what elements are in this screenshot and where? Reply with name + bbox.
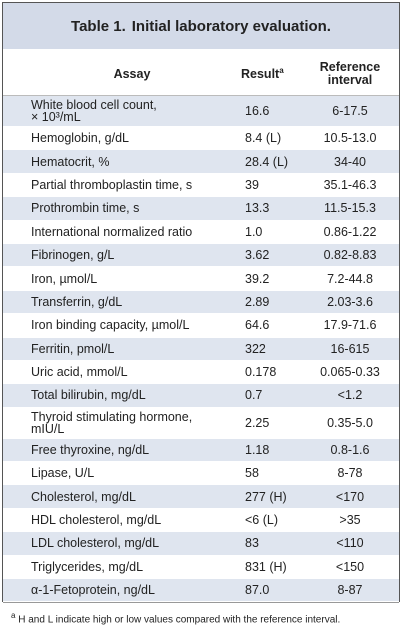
assay-cell: Cholesterol, mg/dL: [31, 489, 136, 504]
reference-cell: 0.35-5.0: [327, 415, 373, 430]
reference-cell: 0.8-1.6: [330, 442, 370, 457]
result-cell: 3.62: [245, 248, 270, 263]
table-row: α-1-Fetoprotein, ng/dL 87.0 8-87: [3, 579, 399, 603]
header-row: Assay Resulta Reference interval: [3, 53, 399, 96]
reference-cell: 17.9-71.6: [323, 318, 377, 333]
reference-cell: <1.2: [337, 388, 363, 403]
table-row: White blood cell count, × 10³/mL 16.6 6-17…: [3, 96, 399, 127]
result-cell: 0.7: [245, 388, 263, 403]
assay-cell: Iron binding capacity, µmol/L: [31, 318, 190, 333]
header-cell: Reference interval: [319, 60, 381, 87]
reference-cell: 8-87: [337, 583, 363, 598]
table-row: Prothrombin time, s 13.3 11.5-15.3: [3, 197, 399, 221]
assay-cell: Lipase, U/L: [31, 466, 95, 481]
header-cell: Assay: [113, 67, 151, 81]
table-row: Hematocrit, % 28.4 (L) 34-40: [3, 150, 399, 174]
result-cell: 1.18: [245, 442, 270, 457]
assay-cell: Triglycerides, mg/dL: [31, 559, 144, 574]
table-row: Uric acid, mmol/L 0.178 0.065-0.33: [3, 361, 399, 385]
table-row: HDL cholesterol, mg/dL <6 (L) >35: [3, 509, 399, 533]
reference-cell: 35.1-46.3: [323, 177, 377, 192]
assay-cell: Fibrinogen, g/L: [31, 248, 115, 263]
result-cell: 277 (H): [245, 489, 287, 504]
assay-cell: α-1-Fetoprotein, ng/dL: [31, 583, 155, 598]
table-row: Hemoglobin, g/dL 8.4 (L) 10.5-13.0: [3, 127, 399, 151]
header-text: Result: [241, 67, 280, 82]
reference-cell: 2.03-3.6: [327, 294, 373, 309]
title-text: Initial laboratory evaluation.: [131, 17, 331, 35]
table-row: Fibrinogen, g/L 3.62 0.82-8.83: [3, 243, 399, 268]
result-cell: <6 (L): [245, 513, 279, 528]
assay-cell: Thyroid stimulating hormone, mIU/L: [31, 409, 193, 436]
assay-cell: LDL cholesterol, mg/dL: [31, 536, 160, 551]
table-row: International normalized ratio 1.0 0.86-1.…: [3, 221, 399, 244]
assay-cell: HDL cholesterol, mg/dL: [31, 513, 162, 528]
assay-cell: Free thyroxine, ng/dL: [31, 442, 150, 457]
assay-cell: Total bilirubin, mg/dL: [31, 388, 146, 403]
assay-cell: Hemoglobin, g/dL: [31, 131, 129, 146]
reference-cell: 6-17.5: [332, 104, 368, 118]
footnote-marker: a: [11, 611, 16, 621]
result-cell: 83: [245, 536, 259, 551]
reference-cell: 8-78: [337, 466, 363, 481]
footnote-text: H and L indicate high or low values comp…: [18, 614, 341, 626]
result-cell: 13.3: [245, 201, 270, 216]
result-cell: 8.4 (L): [245, 131, 282, 146]
result-cell: 39: [245, 177, 259, 192]
assay-cell: Partial thromboplastin time, s: [31, 177, 193, 192]
reference-cell: 7.2-44.8: [327, 271, 373, 286]
table-row: Free thyroxine, ng/dL 1.18 0.8-1.6: [3, 438, 399, 463]
assay-cell: Transferrin, g/dL: [31, 294, 123, 309]
reference-cell: 0.86-1.22: [323, 224, 377, 239]
table-row: Total bilirubin, mg/dL 0.7 <1.2: [3, 384, 399, 408]
reference-cell: 34-40: [334, 154, 366, 169]
assay-cell: White blood cell count, × 10³/mL: [31, 98, 157, 124]
header-cell: Resulta: [221, 66, 301, 81]
result-cell: 39.2: [245, 271, 270, 286]
reference-cell: <150: [335, 559, 365, 574]
result-cell: 16.6: [245, 104, 270, 118]
table-title: Table 1. Initial laboratory evaluation.: [3, 3, 399, 53]
result-cell: 322: [245, 341, 266, 356]
result-cell: 0.178: [245, 365, 277, 380]
reference-cell: 16-615: [330, 341, 370, 356]
assay-cell: Uric acid, mmol/L: [31, 365, 128, 380]
result-cell: 831 (H): [245, 559, 287, 574]
table-row: Partial thromboplastin time, s 39 35.1-46.…: [3, 174, 399, 198]
reference-cell: 11.5-15.3: [324, 201, 376, 216]
table-row: Ferritin, pmol/L 322 16-615: [3, 337, 399, 361]
reference-cell: <110: [336, 536, 364, 551]
assay-cell: Hematocrit, %: [31, 154, 110, 169]
reference-cell: <170: [335, 489, 365, 504]
table-row: Transferrin, g/dL 2.89 2.03-3.6: [3, 290, 399, 315]
reference-cell: 10.5-13.0: [323, 131, 377, 146]
result-cell: 58: [245, 466, 259, 481]
table-row: Iron binding capacity, µmol/L 64.6 17.9-71…: [3, 314, 399, 338]
result-cell: 2.89: [245, 294, 270, 309]
reference-cell: 0.82-8.83: [323, 248, 377, 263]
table-row: Iron, µmol/L 39.2 7.2-44.8: [3, 267, 399, 291]
result-cell: 87.0: [245, 583, 270, 598]
table-row: Thyroid stimulating hormone, mIU/L 2.25 0.…: [3, 408, 399, 439]
assay-cell: Prothrombin time, s: [31, 201, 140, 216]
assay-cell: Iron, µmol/L: [31, 271, 98, 286]
result-cell: 1.0: [245, 224, 263, 239]
reference-cell: >35: [339, 513, 361, 528]
table-row: Triglycerides, mg/dL 831 (H) <150: [3, 556, 399, 580]
table-row: Lipase, U/L 58 8-78: [3, 462, 399, 486]
footnote-ref: a: [279, 66, 284, 76]
reference-cell: 0.065-0.33: [320, 365, 380, 380]
table-row: LDL cholesterol, mg/dL 83 <110: [3, 532, 399, 556]
assay-cell: Ferritin, pmol/L: [31, 341, 115, 356]
result-cell: 2.25: [245, 415, 270, 430]
assay-cell: International normalized ratio: [31, 224, 193, 239]
title-label: Table 1.: [71, 17, 126, 35]
result-cell: 28.4 (L): [245, 154, 289, 169]
table-body: White blood cell count, × 10³/mL 16.6 6-17…: [3, 96, 399, 603]
table-row: Cholesterol, mg/dL 277 (H) <170: [3, 485, 399, 509]
result-cell: 64.6: [245, 318, 270, 333]
